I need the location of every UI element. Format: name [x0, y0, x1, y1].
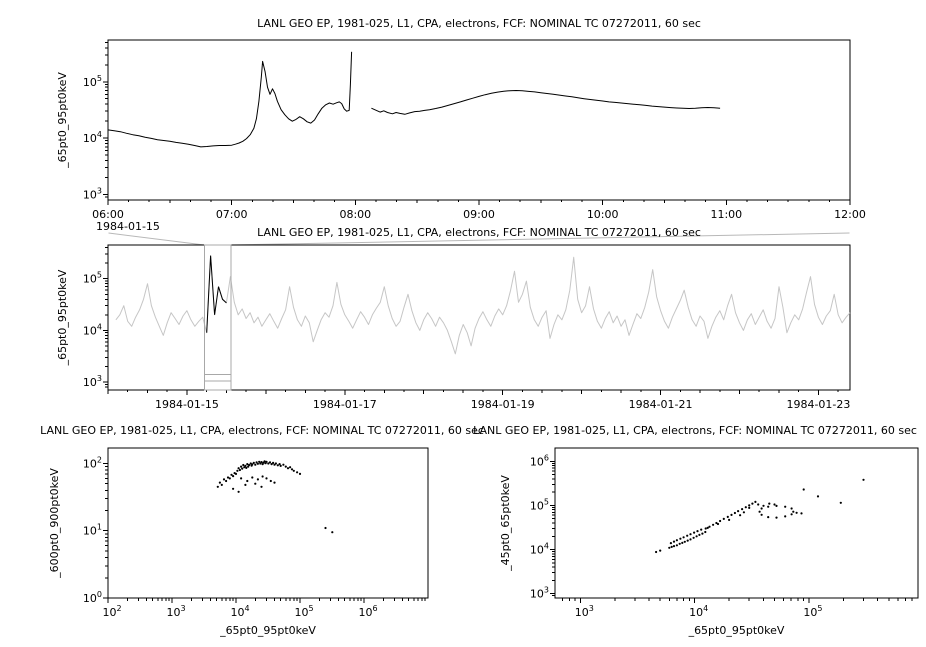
- context-series: [115, 255, 851, 355]
- svg-text:105: 105: [83, 271, 102, 286]
- plot-title: LANL GEO EP, 1981-025, L1, CPA, electron…: [473, 424, 917, 437]
- svg-text:103: 103: [166, 604, 185, 619]
- context-x-axis[interactable]: 1984-01-15 1984-01-17 1984-01-19 1984-01-21…: [107, 390, 850, 411]
- connector-line: [108, 232, 205, 246]
- highlight-series: [206, 255, 227, 333]
- svg-text:104: 104: [689, 604, 708, 619]
- svg-text:09:00: 09:00: [463, 208, 495, 221]
- axis-context-date: 1984-01-15: [96, 220, 160, 233]
- context-overview-plot[interactable]: 1984-01-15 1984-01-17 1984-01-19 1984-01-21…: [56, 226, 851, 411]
- svg-text:102: 102: [102, 604, 121, 619]
- y-axis-label: _65pt0_95pt0keV: [56, 269, 69, 366]
- x-axis-label: _65pt0_95pt0keV: [688, 624, 785, 637]
- svg-text:104: 104: [230, 604, 249, 619]
- scatter-left-points: [216, 460, 334, 534]
- svg-text:105: 105: [803, 604, 822, 619]
- y-axis-label: _45pt0_65pt0keV: [499, 475, 512, 572]
- context-y-axis[interactable]: 103 104 105: [83, 247, 108, 389]
- scatter-right-x-axis[interactable]: 103 104 105: [562, 598, 913, 619]
- svg-text:11:00: 11:00: [710, 208, 742, 221]
- scatter-plot-right[interactable]: 103 104 105 103 104 105 106 LANL GEO EP, 1981-0…: [473, 424, 919, 637]
- svg-text:104: 104: [530, 542, 549, 557]
- svg-text:103: 103: [575, 604, 594, 619]
- svg-text:106: 106: [530, 453, 549, 468]
- plot-title: LANL GEO EP, 1981-025, L1, CPA, electron…: [257, 226, 701, 239]
- svg-text:105: 105: [294, 604, 313, 619]
- svg-text:103: 103: [530, 586, 549, 601]
- context-frame[interactable]: [107, 244, 851, 391]
- svg-text:104: 104: [83, 130, 102, 145]
- context-zoom-box[interactable]: [203, 244, 232, 391]
- svg-text:1984-01-19: 1984-01-19: [471, 398, 535, 411]
- svg-text:1984-01-17: 1984-01-17: [313, 398, 377, 411]
- svg-text:10:00: 10:00: [587, 208, 619, 221]
- scatter-plot-left[interactable]: 102 103 104 105 106 100 101 102 LANL GEO EP, 198…: [40, 424, 484, 637]
- svg-text:12:00: 12:00: [834, 208, 866, 221]
- plot-title: LANL GEO EP, 1981-025, L1, CPA, electron…: [40, 424, 484, 437]
- svg-text:104: 104: [83, 322, 102, 337]
- zoom-x-axis[interactable]: 06:00 07:00 08:00 09:00 10:00 11:00 12:00: [92, 200, 866, 221]
- scatter-left-x-axis[interactable]: 102 103 104 105 106: [102, 598, 426, 619]
- zoom-plot[interactable]: 06:00 07:00 08:00 09:00 10:00 11:00 12:0010310…: [56, 17, 866, 233]
- svg-text:1984-01-15: 1984-01-15: [155, 398, 219, 411]
- svg-text:106: 106: [358, 604, 377, 619]
- zoom-frame[interactable]: [107, 39, 851, 201]
- svg-text:102: 102: [83, 455, 102, 470]
- svg-text:101: 101: [83, 523, 102, 538]
- svg-text:08:00: 08:00: [339, 208, 371, 221]
- scatter-left-y-axis[interactable]: 100 101 102: [83, 455, 108, 605]
- connector-line: [231, 232, 850, 246]
- scatter-right-frame[interactable]: [554, 447, 919, 599]
- svg-text:100: 100: [83, 590, 102, 605]
- svg-text:1984-01-23: 1984-01-23: [786, 398, 850, 411]
- x-axis-label: _65pt0_95pt0keV: [219, 624, 316, 637]
- svg-text:07:00: 07:00: [216, 208, 248, 221]
- zoom-y-axis[interactable]: 103 104 105: [83, 41, 108, 202]
- scatter-right-points: [655, 478, 865, 554]
- svg-text:103: 103: [83, 187, 102, 202]
- plot-title: LANL GEO EP, 1981-025, L1, CPA, electron…: [257, 17, 701, 30]
- scatter-right-y-axis[interactable]: 103 104 105 106: [530, 453, 555, 601]
- y-axis-label: _65pt0_95pt0keV: [56, 72, 69, 169]
- zoom-context-connectors: [108, 232, 850, 246]
- svg-text:105: 105: [83, 74, 102, 89]
- svg-text:1984-01-21: 1984-01-21: [629, 398, 693, 411]
- y-axis-label: _600pt0_900pt0keV: [48, 468, 61, 579]
- scatter-left-frame[interactable]: [107, 447, 429, 599]
- zoom-series: [107, 51, 721, 148]
- svg-text:06:00: 06:00: [92, 208, 124, 221]
- svg-text:105: 105: [530, 497, 549, 512]
- svg-text:103: 103: [83, 374, 102, 389]
